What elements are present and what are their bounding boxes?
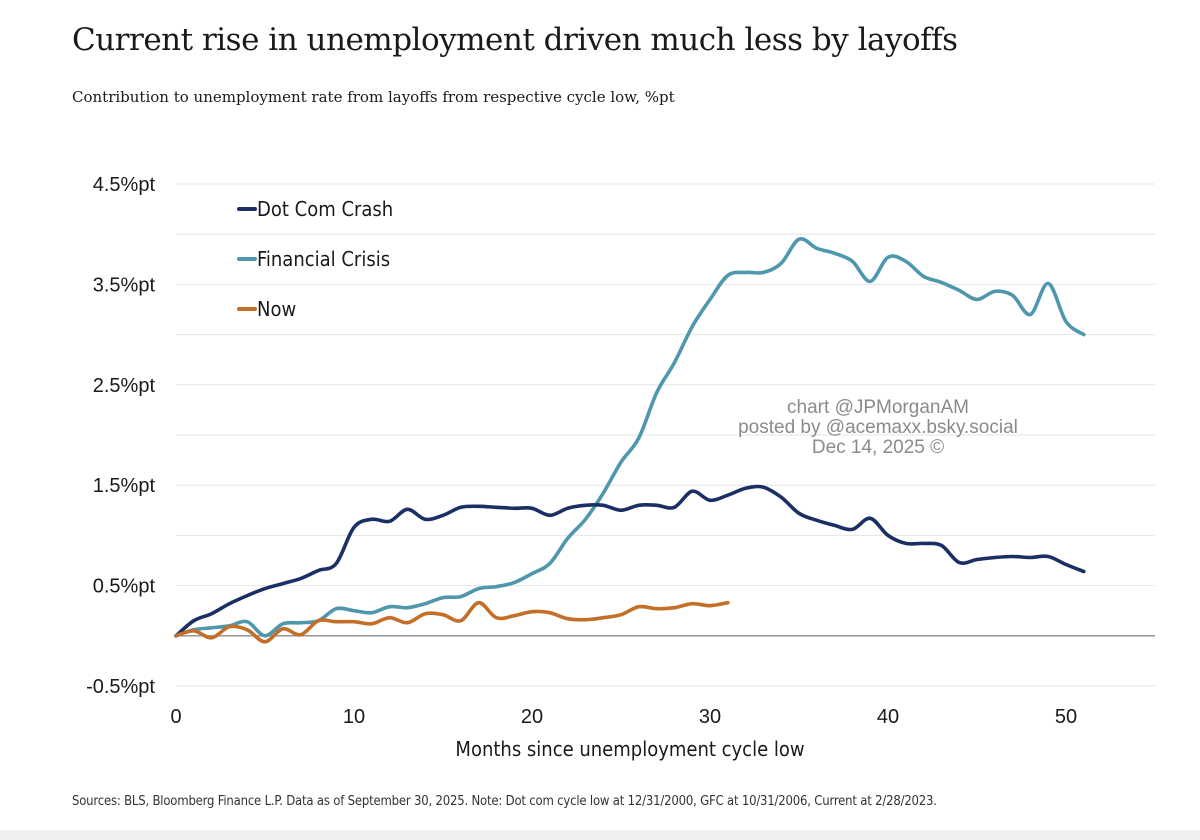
source-note: Sources: BLS, Bloomberg Finance L.P. Dat… <box>72 794 937 809</box>
series-lines <box>174 237 1086 644</box>
legend-label-financial-crisis: Financial Crisis <box>257 247 390 271</box>
x-axis-label: Months since unemployment cycle low <box>455 737 804 761</box>
x-tick-label: 0 <box>170 706 181 728</box>
legend-label-dot-com-crash: Dot Com Crash <box>257 197 393 221</box>
y-tick-label: 4.5%pt <box>93 174 156 196</box>
y-tick-label: -0.5%pt <box>86 676 155 698</box>
x-tick-label: 50 <box>1055 706 1077 728</box>
bottom-bar <box>0 830 1200 840</box>
legend: Dot Com Crash Financial Crisis Now <box>237 197 393 321</box>
x-tick-label: 40 <box>877 706 899 728</box>
chart-title: Current rise in unemployment driven much… <box>72 22 958 58</box>
y-tick-label: 0.5%pt <box>93 576 156 598</box>
x-axis-ticks: 0 10 20 30 40 50 <box>170 706 1077 728</box>
x-tick-label: 20 <box>521 706 543 728</box>
series-line-dot-com-crash <box>174 484 1086 638</box>
watermark-line-2: posted by @acemaxx.bsky.social <box>738 417 1018 438</box>
y-axis-ticks: 4.5%pt 3.5%pt 2.5%pt 1.5%pt 0.5%pt -0.5%pt <box>86 174 155 698</box>
chart-subtitle: Contribution to unemployment rate from l… <box>72 88 675 106</box>
gridlines <box>176 183 1155 687</box>
series-line-financial-crisis <box>174 237 1086 638</box>
watermark-line-1: chart @JPMorganAM <box>787 397 969 418</box>
series-line-now <box>174 600 730 644</box>
legend-label-now: Now <box>257 297 296 321</box>
y-tick-label: 3.5%pt <box>93 274 156 296</box>
y-tick-label: 1.5%pt <box>93 475 156 497</box>
watermark: chart @JPMorganAM posted by @acemaxx.bsk… <box>738 397 1018 458</box>
y-tick-label: 2.5%pt <box>93 375 156 397</box>
x-tick-label: 30 <box>699 706 721 728</box>
watermark-line-3: Dec 14, 2025 © <box>812 437 944 458</box>
x-tick-label: 10 <box>343 706 365 728</box>
